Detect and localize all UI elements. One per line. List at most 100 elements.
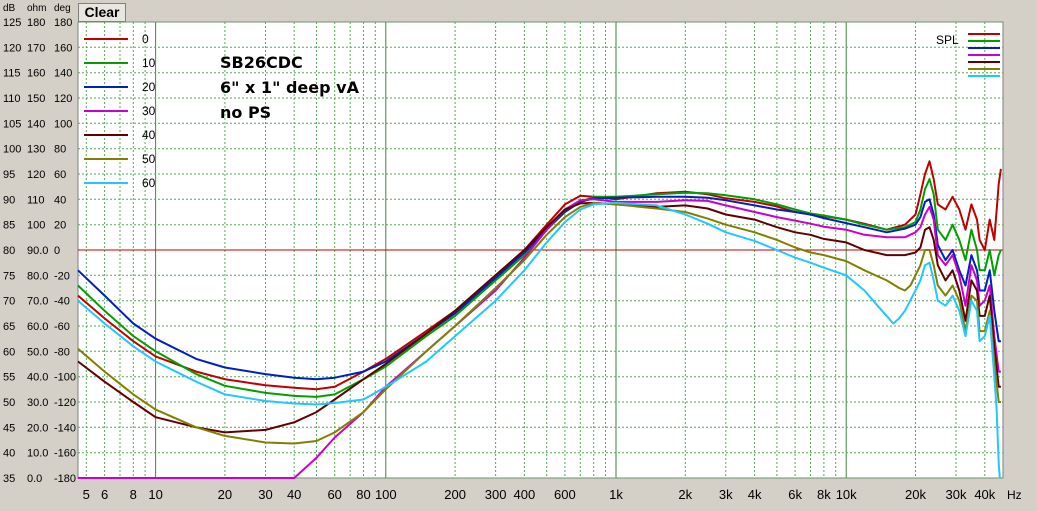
y-tick-label-ohm: 10.0 [27, 448, 48, 460]
series-line-20 [77, 195, 1001, 381]
series-line-0 [77, 160, 1002, 391]
note-driver: SB26CDC [220, 53, 303, 72]
y-tick-label-ohm: 100 [27, 220, 45, 232]
y-tick-label-deg: -20 [54, 270, 70, 282]
x-tick-label: 1k [609, 487, 623, 502]
y-tick-label-db: 50 [3, 397, 15, 409]
y-tick-label-ohm: 110 [27, 194, 45, 206]
ohm-unit-label: ohm [27, 3, 46, 14]
legend-label-20: 20 [142, 80, 156, 94]
spl-legend-title: SPL [936, 33, 959, 47]
x-tick-label: 300 [485, 487, 507, 502]
y-tick-label-db: 80 [3, 245, 15, 257]
y-tick-label-db: 35 [3, 473, 15, 485]
x-tick-label: 40 [287, 487, 301, 502]
y-tick-label-deg: -60 [54, 321, 70, 333]
note-ps: no PS [220, 103, 272, 122]
y-tick-label-db: 65 [3, 321, 15, 333]
x-tick-label: 8k [817, 487, 831, 502]
y-tick-label-db: 90 [3, 194, 15, 206]
x-tick-label: 100 [375, 487, 397, 502]
y-tick-label-db: 100 [3, 144, 21, 156]
y-tick-label-deg: 160 [54, 42, 72, 54]
y-tick-label-db: 40 [3, 448, 15, 460]
x-tick-label: 6 [101, 487, 108, 502]
y-tick-label-ohm: 60.0 [27, 321, 48, 333]
legend-label-40: 40 [142, 128, 156, 142]
y-tick-label-db: 85 [3, 220, 15, 232]
y-tick-label-deg: 60 [54, 169, 66, 181]
x-tick-label: 600 [554, 487, 576, 502]
y-tick-label-ohm: 30.0 [27, 397, 48, 409]
series-line-10 [77, 178, 1002, 398]
y-tick-label-db: 110 [3, 93, 21, 105]
y-axis-labels: 125 180 180 120 170 160 115 160 140 110 150 120 105 1… [3, 17, 76, 485]
series-line-40 [77, 201, 1001, 434]
y-tick-label-deg: 80 [54, 144, 66, 156]
legend-label-0: 0 [142, 32, 149, 46]
y-tick-label-ohm: 160 [27, 68, 45, 80]
x-tick-label: 10 [148, 487, 162, 502]
y-tick-label-ohm: 0.0 [27, 473, 42, 485]
x-tick-label: 6k [788, 487, 802, 502]
x-tick-label: 200 [444, 487, 466, 502]
clear-button[interactable]: Clear [78, 3, 126, 22]
y-tick-label-db: 105 [3, 118, 21, 130]
y-tick-label-ohm: 120 [27, 169, 45, 181]
y-tick-label-deg: 0 [54, 245, 60, 257]
y-tick-label-deg: -180 [54, 473, 76, 485]
legend-label-50: 50 [142, 152, 156, 166]
x-axis-labels: 5 6 8 10 20 30 40 60 80 100 200 300 400 600 1k 2k 3k 4k 6k… [83, 487, 996, 502]
y-tick-label-db: 115 [3, 68, 21, 80]
y-tick-label-ohm: 70.0 [27, 296, 48, 308]
y-tick-label-ohm: 20.0 [27, 422, 48, 434]
x-tick-label: 400 [514, 487, 536, 502]
y-tick-label-db: 55 [3, 372, 15, 384]
y-tick-label-deg: -120 [54, 397, 76, 409]
x-tick-label: 5 [83, 487, 90, 502]
y-tick-label-ohm: 180 [27, 17, 45, 29]
y-tick-label-db: 125 [3, 17, 21, 29]
x-tick-label: 8 [130, 487, 137, 502]
y-tick-label-db: 120 [3, 42, 21, 54]
hz-unit-label: Hz [1007, 488, 1022, 502]
y-tick-label-ohm: 40.0 [27, 372, 48, 384]
y-tick-label-ohm: 80.0 [27, 270, 48, 282]
y-tick-label-deg: -160 [54, 448, 76, 460]
x-tick-label: 60 [327, 487, 341, 502]
y-tick-label-db: 70 [3, 296, 15, 308]
y-tick-label-deg: 20 [54, 220, 66, 232]
y-tick-label-ohm: 50.0 [27, 346, 48, 358]
series-line-60 [77, 201, 1001, 479]
y-tick-label-deg: 100 [54, 118, 72, 130]
y-tick-label-deg: -40 [54, 296, 70, 308]
y-tick-label-deg: 40 [54, 194, 66, 206]
legend-label-10: 10 [142, 56, 156, 70]
x-tick-label: 2k [678, 487, 692, 502]
x-tick-label: 20k [905, 487, 926, 502]
x-tick-label: 3k [719, 487, 733, 502]
x-tick-label: 10k [836, 487, 857, 502]
legend-label-60: 60 [142, 176, 156, 190]
y-tick-label-ohm: 140 [27, 118, 45, 130]
y-tick-label-db: 75 [3, 270, 15, 282]
x-tick-label: 40k [974, 487, 995, 502]
y-tick-label-db: 95 [3, 169, 15, 181]
db-unit-label: dB [3, 3, 16, 14]
legend-label-30: 30 [142, 104, 156, 118]
legend: 0 10 20 30 40 50 60 [84, 32, 1000, 190]
y-tick-label-ohm: 130 [27, 144, 45, 156]
y-tick-label-ohm: 90.0 [27, 245, 48, 257]
y-tick-label-db: 45 [3, 422, 15, 434]
x-tick-label: 20 [218, 487, 232, 502]
y-tick-label-ohm: 170 [27, 42, 45, 54]
y-tick-label-ohm: 150 [27, 93, 45, 105]
deg-unit-label: deg [54, 3, 71, 14]
x-tick-label: 30k [946, 487, 967, 502]
y-tick-label-deg: -100 [54, 372, 76, 384]
series-line-50 [77, 201, 1001, 445]
y-tick-label-deg: 140 [54, 68, 72, 80]
note-baffle: 6" x 1" deep vA [220, 78, 359, 97]
x-tick-label: 30 [258, 487, 272, 502]
